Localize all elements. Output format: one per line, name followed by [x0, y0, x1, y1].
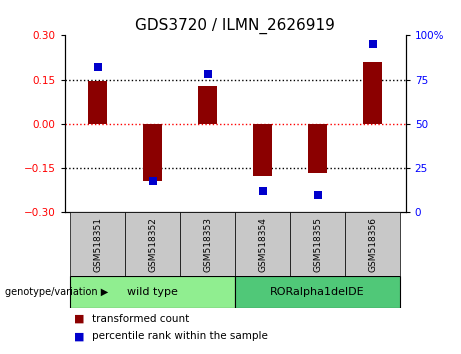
Text: wild type: wild type [127, 287, 178, 297]
Bar [180, 212, 235, 276]
Bar [235, 276, 400, 308]
Text: GSM518353: GSM518353 [203, 217, 212, 272]
Text: ■: ■ [74, 331, 84, 341]
Point [369, 41, 376, 47]
Text: transformed count: transformed count [92, 314, 189, 324]
Point [94, 64, 101, 70]
Bar [70, 212, 125, 276]
Bar [253, 124, 272, 176]
Title: GDS3720 / ILMN_2626919: GDS3720 / ILMN_2626919 [135, 18, 335, 34]
Point [204, 72, 211, 77]
Point [314, 192, 321, 198]
Bar [70, 276, 235, 308]
Point [259, 188, 266, 194]
Text: GSM518356: GSM518356 [368, 217, 377, 272]
Bar [125, 212, 180, 276]
Text: GSM518355: GSM518355 [313, 217, 322, 272]
Text: GSM518351: GSM518351 [93, 217, 102, 272]
Bar [143, 124, 162, 181]
Point [149, 178, 156, 183]
Text: GSM518352: GSM518352 [148, 217, 157, 272]
Bar [88, 81, 107, 124]
Text: ■: ■ [74, 314, 84, 324]
Text: RORalpha1delDE: RORalpha1delDE [270, 287, 365, 297]
Bar [198, 86, 217, 124]
Text: genotype/variation ▶: genotype/variation ▶ [5, 287, 108, 297]
Bar [363, 62, 382, 124]
Bar [290, 212, 345, 276]
Bar [345, 212, 400, 276]
Bar [308, 124, 327, 172]
Text: GSM518354: GSM518354 [258, 217, 267, 272]
Bar [235, 212, 290, 276]
Text: percentile rank within the sample: percentile rank within the sample [92, 331, 268, 341]
